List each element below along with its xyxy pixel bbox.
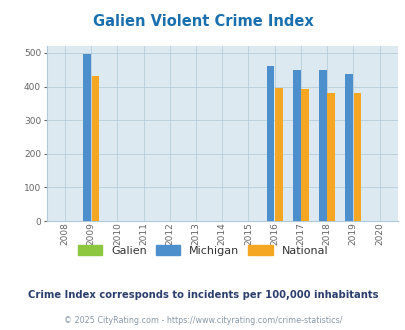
Bar — [344, 74, 352, 221]
Bar — [274, 87, 282, 221]
Text: Galien Violent Crime Index: Galien Violent Crime Index — [92, 14, 313, 29]
Bar — [318, 70, 326, 221]
Bar — [266, 66, 274, 221]
Bar — [353, 93, 360, 221]
Bar — [326, 93, 335, 221]
Text: © 2025 CityRating.com - https://www.cityrating.com/crime-statistics/: © 2025 CityRating.com - https://www.city… — [64, 316, 341, 325]
Text: Crime Index corresponds to incidents per 100,000 inhabitants: Crime Index corresponds to incidents per… — [28, 290, 377, 300]
Bar — [301, 88, 308, 221]
Bar — [91, 76, 99, 221]
Bar — [292, 70, 300, 221]
Bar — [83, 54, 91, 221]
Legend: Galien, Michigan, National: Galien, Michigan, National — [73, 240, 332, 260]
